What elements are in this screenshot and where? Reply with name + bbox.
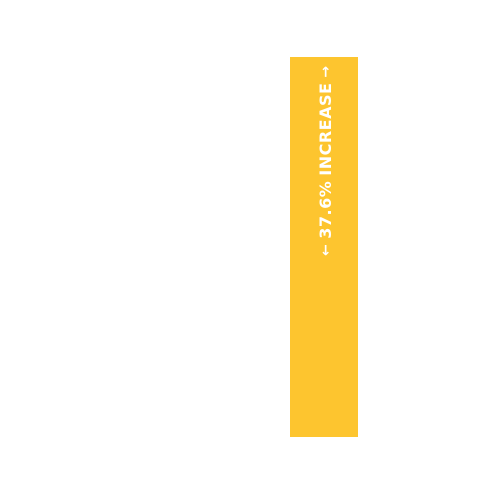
bar-0 — [290, 57, 358, 437]
